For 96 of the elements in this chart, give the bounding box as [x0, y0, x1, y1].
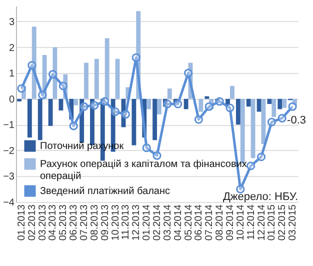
bar — [250, 98, 256, 158]
y-tick-label: −3 — [3, 172, 15, 183]
bar — [38, 98, 42, 140]
bar — [226, 98, 230, 106]
y-tick-label: 0 — [8, 94, 15, 106]
x-tick-label: 02.2013 — [26, 204, 38, 241]
point — [267, 118, 276, 126]
x-tick-label: 02.2015 — [277, 204, 288, 241]
y-tick-label: 2 — [8, 42, 15, 54]
bar — [246, 98, 251, 107]
x-tick-label: 01.2014 — [142, 204, 153, 241]
annotation: -0.3 — [287, 114, 306, 127]
bar — [278, 98, 282, 110]
bar — [115, 58, 120, 99]
y-tick-label: −2 — [3, 146, 15, 157]
point — [111, 107, 120, 116]
bar — [48, 98, 53, 126]
y-tick-label: −1 — [3, 120, 15, 132]
bar — [256, 98, 262, 112]
bar — [132, 98, 136, 146]
bar — [167, 88, 172, 99]
bar — [230, 86, 234, 99]
point — [100, 97, 110, 106]
y-tick-label: 3 — [8, 16, 15, 28]
annotation: Джерело: НБУ. — [222, 191, 298, 203]
x-tick-label: 06.2013 — [68, 204, 80, 241]
bar — [146, 98, 152, 110]
point — [38, 90, 47, 100]
bar — [84, 62, 88, 99]
x-tick-label: 10.2013 — [110, 204, 122, 241]
x-tick-label: 01.2015 — [266, 204, 278, 241]
y-tick-label: −4 — [3, 198, 15, 208]
legend-label: Зведений платіжний баланс — [40, 186, 170, 197]
x-tick-label: 05.2014 — [183, 204, 194, 241]
point — [246, 162, 256, 170]
x-tick-label: 08.2014 — [214, 204, 226, 241]
x-tick-label: 07.2014 — [204, 204, 216, 241]
point — [28, 61, 36, 70]
bar — [184, 98, 188, 110]
bar — [58, 98, 64, 110]
point — [174, 100, 182, 108]
bar — [204, 96, 210, 99]
x-tick-label: 02.2014 — [152, 204, 163, 241]
point — [48, 70, 58, 79]
point — [80, 102, 88, 111]
point — [69, 122, 78, 130]
x-tick-label: 03.2014 — [162, 204, 174, 241]
point — [163, 100, 172, 108]
x-tick-label: 04.2013 — [48, 204, 59, 241]
bar — [152, 98, 157, 140]
point — [226, 104, 234, 112]
x-tick-label: 12.2013 — [131, 204, 142, 241]
x-tick-label: 10.2014 — [235, 204, 246, 241]
bar — [21, 86, 26, 99]
point — [58, 82, 68, 90]
x-tick-label: 12.2014 — [256, 204, 268, 241]
point — [17, 84, 26, 93]
bar — [292, 98, 297, 106]
x-tick-label: 08.2013 — [89, 204, 100, 241]
x-tick-label: 11.2014 — [246, 204, 257, 240]
x-tick-label: 09.2013 — [100, 204, 111, 241]
x-tick-label: 11.2013 — [120, 204, 132, 240]
x-tick-label: 05.2013 — [58, 204, 70, 241]
point — [152, 151, 162, 160]
bar — [17, 98, 22, 102]
x-tick-label: 03.2013 — [37, 204, 48, 241]
point — [204, 102, 214, 111]
point — [132, 53, 140, 62]
point — [215, 97, 224, 106]
point — [194, 115, 203, 124]
x-tick-label: 07.2013 — [79, 204, 90, 241]
bar — [27, 98, 32, 138]
bar — [282, 98, 287, 108]
bar — [272, 98, 276, 117]
x-tick-label: 03.2015 — [288, 204, 299, 241]
x-tick-label: 09.2014 — [224, 204, 236, 241]
x-tick-label: 01.2013 — [16, 204, 28, 241]
x-tick-label: 06.2014 — [194, 204, 205, 241]
point — [256, 152, 266, 162]
bar — [198, 98, 204, 112]
point — [90, 101, 99, 110]
bar — [94, 58, 99, 99]
bar — [157, 98, 162, 114]
x-tick-label: 04.2014 — [172, 204, 184, 241]
bar — [74, 98, 78, 106]
bar — [52, 47, 58, 99]
point — [278, 114, 286, 122]
bar — [267, 98, 272, 104]
point — [184, 68, 193, 78]
point — [142, 144, 151, 152]
point — [121, 110, 130, 119]
bar — [236, 98, 240, 125]
bar — [90, 98, 94, 146]
bar — [104, 38, 110, 99]
y-tick-label: 1 — [8, 68, 15, 80]
point — [288, 102, 297, 111]
